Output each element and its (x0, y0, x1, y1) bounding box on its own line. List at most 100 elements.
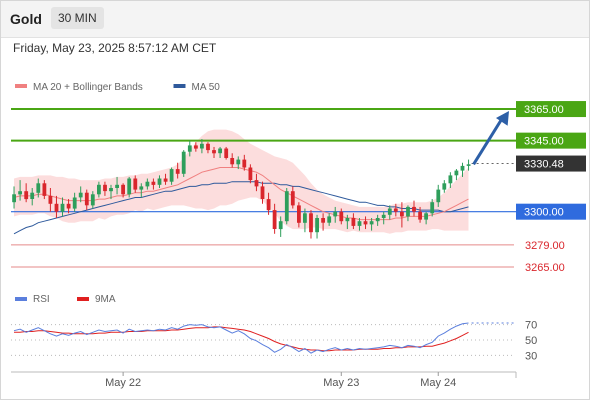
candle-body (400, 211, 404, 217)
candle-body (418, 211, 422, 220)
candle-body (363, 221, 368, 225)
candle-body (48, 195, 53, 204)
symbol-title: Gold (10, 11, 42, 27)
candle-body (157, 178, 162, 185)
candle-body (66, 203, 71, 209)
candle-body (272, 210, 277, 229)
projection-arrow (472, 116, 505, 166)
candle-body (284, 191, 289, 222)
timeframe-badge[interactable]: 30 MIN (51, 7, 104, 29)
candle-body (151, 181, 156, 185)
rsi-tick-label: 30 (525, 350, 537, 362)
rsi-tick-label: 70 (525, 320, 537, 332)
candle-body (466, 164, 471, 166)
candle-body (387, 208, 392, 215)
candle-body (133, 178, 138, 190)
candle-body (54, 203, 59, 212)
price-label-box (516, 101, 586, 118)
candle-body (460, 165, 465, 171)
candle-body (254, 180, 259, 187)
candle-body (103, 184, 107, 192)
candle-body (442, 183, 447, 190)
price-label-box (516, 132, 586, 149)
arrow-head (495, 111, 509, 126)
candle-body (163, 178, 168, 182)
candle-body (357, 221, 362, 226)
candle-body (412, 206, 416, 212)
candle-body (406, 206, 410, 217)
ma50-line (13, 181, 469, 235)
candle-body (218, 148, 222, 154)
x-tick-label: May 24 (420, 377, 456, 389)
candle-body (127, 178, 132, 195)
candle-body (97, 184, 101, 195)
legend-label: RSI (33, 294, 50, 305)
legend-swatch (15, 84, 27, 88)
candle-body (290, 191, 295, 206)
price-label-box (516, 155, 586, 172)
candle-body (393, 208, 398, 212)
candle-body (90, 194, 95, 206)
price-label-box (516, 203, 586, 220)
candle-body (30, 192, 35, 199)
price-level-label: 3345.00 (524, 136, 564, 148)
candle-body (345, 218, 350, 222)
candle-body (242, 159, 247, 168)
candle-body (78, 192, 83, 198)
price-level-label: 3300.00 (524, 207, 564, 219)
candle-body (139, 186, 144, 190)
chart-datetime: Friday, May 23, 2025 8:57:12 AM CET (13, 41, 217, 55)
candle-body (224, 148, 229, 158)
candle-body (194, 145, 198, 149)
candle-body (109, 188, 113, 192)
candle-body (175, 169, 180, 174)
rsi-line (13, 322, 469, 354)
x-tick-label: May 23 (323, 377, 359, 389)
price-level-label: 3365.00 (524, 104, 564, 116)
candle-body (200, 143, 204, 149)
candle-body (339, 211, 344, 222)
legend-swatch (173, 84, 186, 88)
candle-body (72, 197, 77, 209)
candle-body (327, 216, 332, 223)
candle-body (303, 213, 307, 223)
candle-body (206, 143, 210, 151)
candle-body (24, 191, 29, 200)
candle-body (430, 202, 435, 214)
rsi-tick-label: 50 (525, 335, 537, 347)
candle-body (454, 170, 459, 176)
legend-swatch (77, 297, 89, 301)
candle-body (187, 145, 192, 152)
header-bar: Gold 30 MIN (0, 0, 590, 38)
candle-body (351, 218, 356, 226)
candle-body (12, 194, 16, 203)
candle-body (42, 183, 47, 196)
candle-body (369, 221, 374, 225)
candle-body (236, 159, 241, 165)
candle-body (278, 221, 283, 230)
candle-body (315, 218, 319, 233)
ma20-line (13, 167, 469, 221)
candle-body (212, 150, 216, 154)
legend-label: MA 50 (192, 82, 221, 93)
candle-body (145, 181, 150, 187)
candle-body (448, 175, 453, 184)
x-tick-label: May 22 (105, 377, 141, 389)
price-level-label: 3279.00 (525, 240, 565, 252)
candle-body (18, 191, 22, 195)
candle-body (333, 211, 338, 217)
legend-label: MA 20 + Bollinger Bands (33, 82, 143, 93)
candle-body (297, 205, 301, 223)
candle-body (436, 189, 441, 203)
candle-body (169, 169, 174, 182)
candle-body (381, 214, 386, 218)
candle-body (84, 192, 89, 206)
price-level-label: 3265.00 (525, 262, 565, 274)
legend-swatch (15, 297, 27, 301)
candle-body (36, 183, 41, 193)
legend-label: 9MA (95, 294, 116, 305)
candle-body (321, 218, 325, 223)
candle-body (230, 158, 235, 165)
candle-body (121, 184, 125, 195)
